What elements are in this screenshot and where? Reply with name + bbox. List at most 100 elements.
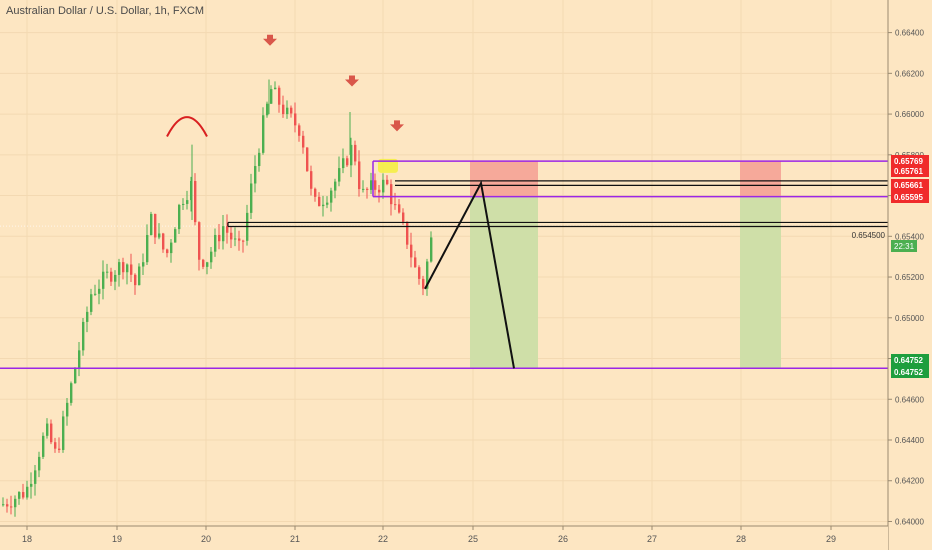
candle-body: [382, 179, 385, 193]
candle-body: [386, 179, 389, 185]
price-tag-label: 0.65769: [894, 157, 923, 166]
x-tick-label: 25: [468, 534, 478, 544]
candle-body: [322, 204, 325, 207]
highlight-marker: [378, 158, 398, 173]
y-tick-label: 0.65200: [895, 273, 924, 282]
candle-body: [334, 181, 337, 191]
x-tick-label: 18: [22, 534, 32, 544]
candle-body: [398, 204, 401, 213]
candle-body: [262, 115, 265, 153]
price-tag-label: 0.65595: [894, 193, 923, 202]
stop-loss-zone-2: [740, 161, 781, 197]
candle-body: [122, 262, 125, 273]
candle-body: [214, 234, 217, 252]
candle-body: [166, 249, 169, 254]
candle-body: [410, 244, 413, 258]
candle-body: [394, 204, 397, 206]
candle-body: [26, 486, 29, 498]
candle-body: [354, 144, 357, 162]
candle-body: [242, 240, 245, 242]
price-tag: [891, 191, 929, 203]
candle-body: [422, 278, 425, 289]
candle-body: [426, 261, 429, 289]
candle-body: [418, 267, 421, 279]
candle-body: [338, 168, 341, 182]
candle-body: [18, 492, 21, 499]
candle-body: [58, 448, 61, 450]
candle-body: [130, 264, 133, 275]
candle-body: [54, 442, 57, 449]
x-tick-label: 22: [378, 534, 388, 544]
y-tick-label: 0.64600: [895, 395, 924, 404]
candle-body: [390, 184, 393, 205]
candle-body: [102, 271, 105, 289]
candle-body: [6, 504, 9, 507]
candle-body: [154, 213, 157, 238]
candle-body: [10, 506, 13, 508]
drawings: [0, 34, 888, 370]
candle-body: [182, 203, 185, 205]
candle-body: [190, 180, 193, 201]
candle-body: [258, 152, 261, 167]
candle-body: [150, 213, 153, 235]
candle-body: [126, 264, 129, 273]
candle-body: [210, 251, 213, 263]
candle-body: [138, 266, 141, 286]
candle-body: [286, 107, 289, 115]
price-tag: [891, 354, 929, 366]
candle-body: [294, 113, 297, 126]
candle-body: [86, 311, 89, 322]
candle-body: [174, 229, 177, 243]
candle-body: [374, 180, 377, 190]
candle-body: [234, 238, 237, 240]
candle-body: [222, 226, 225, 242]
candle-body: [110, 271, 113, 282]
time-axis: 18 19 20 21 22 25 26 27 28 29: [0, 525, 888, 550]
candle-body: [302, 135, 305, 148]
candle-body: [430, 237, 433, 262]
candle-body: [362, 188, 365, 190]
price-tag-label: 0.65661: [894, 181, 923, 190]
annotation-label: 0.654500: [852, 231, 886, 240]
x-tick-label: 26: [558, 534, 568, 544]
candle-body: [38, 456, 41, 471]
y-tick-label: 0.65000: [895, 314, 924, 323]
x-tick-label: 19: [112, 534, 122, 544]
candle-body: [22, 492, 25, 498]
candle-body: [290, 107, 293, 114]
candle-body: [342, 158, 345, 169]
time-axis-bg: [0, 526, 888, 550]
countdown-label: 22:31: [894, 242, 915, 251]
price-axis-bg: [888, 0, 932, 550]
stop-loss-zone-1: [470, 161, 538, 197]
candle-body: [94, 293, 97, 295]
candle-body: [230, 232, 233, 240]
candle-body: [278, 87, 281, 105]
projection-path: [424, 180, 515, 369]
candle-body: [206, 262, 209, 267]
candle-body: [146, 234, 149, 263]
candle-body: [14, 498, 17, 508]
price-tag-label: 0.65761: [894, 167, 923, 176]
candle-body: [186, 200, 189, 204]
candle-body: [282, 104, 285, 115]
candle-body: [378, 189, 381, 193]
candle-body: [170, 242, 173, 254]
candle-body: [266, 103, 269, 116]
position-zones: [470, 161, 781, 369]
candle-body: [346, 158, 349, 166]
candle-body: [226, 226, 229, 233]
y-tick-label: 0.66000: [895, 110, 924, 119]
candle-body: [118, 262, 121, 275]
grid-lines: [0, 0, 888, 526]
y-tick-label: 0.64200: [895, 477, 924, 486]
y-tick-label: 0.65400: [895, 232, 924, 241]
candle-body: [114, 274, 117, 282]
y-tick-label: 0.64400: [895, 436, 924, 445]
price-axis: 0.664000.662000.660000.658000.656000.654…: [887, 0, 932, 550]
candle-body: [274, 87, 277, 90]
candle-body: [202, 259, 205, 267]
candle-body: [74, 368, 77, 384]
